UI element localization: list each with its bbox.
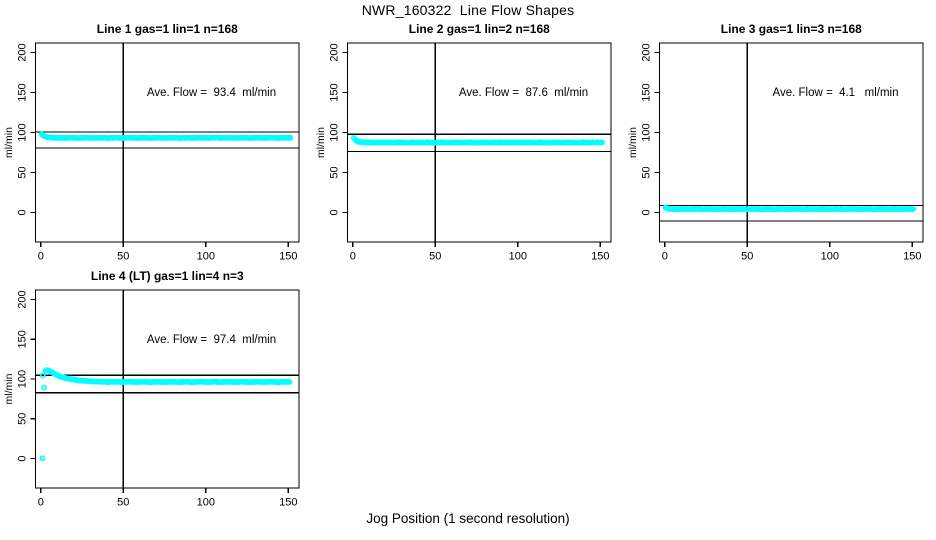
x-tick-label: 50: [117, 497, 129, 509]
y-tick-label: 0: [641, 209, 653, 215]
y-tick-label: 0: [17, 209, 29, 215]
plot-frame: [34, 42, 300, 243]
series-points: [39, 131, 294, 141]
y-tick-label: 200: [17, 290, 29, 308]
y-tick-label: 150: [641, 83, 653, 101]
x-tick-label: 0: [350, 251, 356, 263]
x-tick-label: 50: [741, 251, 753, 263]
y-tick-label: 0: [17, 456, 29, 462]
y-tick-label: 200: [329, 43, 341, 61]
panel-line-1: 0 50 100 150 0 50 100 150 200 ml/min Line 1 gas=1 …: [3, 22, 300, 263]
x-tick-label: 0: [38, 251, 44, 263]
y-tick-label: 150: [329, 83, 341, 101]
panel-title: Line 4 (LT) gas=1 lin=4 n=3: [91, 269, 244, 283]
panel-line-2: 0 50 100 150 0 50 100 150 200 ml/min Line 2 gas=1 …: [315, 22, 612, 263]
y-tick-label: 100: [17, 370, 29, 388]
x-tick-label: 100: [821, 251, 839, 263]
x-tick-label: 150: [903, 251, 921, 263]
x-tick-label: 0: [662, 251, 668, 263]
y-tick-label: 200: [17, 43, 29, 61]
y-tick-label: 0: [329, 209, 341, 215]
x-tick-label: 150: [279, 497, 297, 509]
panel-line-4: 0 50 100 150 0 50 100 150 200 ml/min Line 4 (LT) g…: [3, 269, 300, 509]
y-tick-label: 150: [17, 83, 29, 101]
y-tick-label: 100: [17, 123, 29, 141]
ave-flow-annotation: Ave. Flow = 87.6 ml/min: [459, 87, 588, 99]
panel-line-3: 0 50 100 150 0 50 100 150 200 ml/min Line 3 gas=1 …: [627, 22, 924, 263]
x-tick-label: 100: [197, 251, 215, 263]
y-tick-label: 50: [17, 413, 29, 425]
y-axis-label: ml/min: [3, 373, 15, 404]
figure-title: NWR_160322 Line Flow Shapes: [361, 2, 575, 18]
panel-title: Line 3 gas=1 lin=3 n=168: [721, 22, 862, 36]
series-points: [662, 204, 917, 213]
x-tick-label: 50: [117, 251, 129, 263]
x-axis-label: Jog Position (1 second resolution): [366, 511, 570, 526]
series-points: [350, 134, 605, 146]
series-points: [39, 367, 293, 462]
y-tick-label: 50: [641, 166, 653, 178]
x-tick-label: 100: [509, 251, 527, 263]
ave-flow-annotation: Ave. Flow = 97.4 ml/min: [147, 334, 276, 346]
y-tick-label: 50: [329, 166, 341, 178]
y-tick-label: 50: [17, 166, 29, 178]
plot-frame: [34, 289, 300, 489]
x-tick-label: 50: [429, 251, 441, 263]
panel-title: Line 2 gas=1 lin=2 n=168: [409, 22, 550, 36]
plot-frame: [658, 42, 924, 243]
y-axis-label: ml/min: [627, 127, 639, 158]
y-axis-label: ml/min: [3, 127, 15, 158]
y-tick-label: 150: [17, 330, 29, 348]
y-tick-label: 100: [329, 123, 341, 141]
ave-flow-annotation: Ave. Flow = 4.1 ml/min: [772, 87, 898, 99]
x-tick-label: 150: [279, 251, 297, 263]
x-tick-label: 100: [197, 497, 215, 509]
y-axis-label: ml/min: [315, 127, 327, 158]
x-tick-label: 0: [38, 497, 44, 509]
panel-title: Line 1 gas=1 lin=1 n=168: [97, 22, 238, 36]
ave-flow-annotation: Ave. Flow = 93.4 ml/min: [147, 87, 276, 99]
y-tick-label: 100: [641, 123, 653, 141]
x-tick-label: 150: [591, 251, 609, 263]
y-tick-label: 200: [641, 43, 653, 61]
plot-frame: [346, 42, 612, 243]
